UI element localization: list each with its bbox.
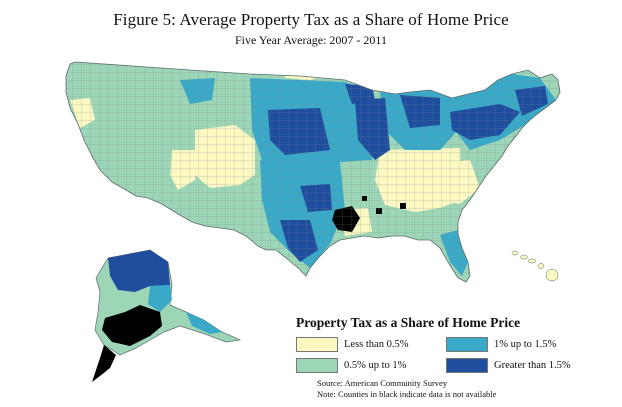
legend-label: Greater than 1.5% [494,360,571,371]
legend-swatch [296,337,338,352]
legend-label: 1% up to 1.5% [494,339,557,350]
legend-swatch [446,337,488,352]
legend-label: 0.5% up to 1% [344,360,407,371]
legend-label: Less than 0.5% [344,339,409,350]
note-line: Note: Counties in black indicate data is… [317,389,497,399]
source-line: Source: American Community Survey [317,378,448,388]
legend-item-0.5-to-1: 0.5% up to 1% [296,358,446,373]
legend-swatch [446,358,488,373]
legend-swatch [296,358,338,373]
legend-title: Property Tax as a Share of Home Price [296,315,521,330]
figure-subtitle: Five Year Average: 2007 - 2011 [235,33,387,47]
figure-title: Figure 5: Average Property Tax as a Shar… [113,10,509,29]
legend-item-1-to-1.5: 1% up to 1.5% [446,337,596,352]
legend-item-greater-than-1.5: Greater than 1.5% [446,358,596,373]
legend-item-less-than-0.5: Less than 0.5% [296,337,446,352]
map-legend: Property Tax as a Share of Home Price Le… [296,315,596,373]
alaska-map [92,249,242,382]
source-note: Source: American Community Survey Note: … [317,378,496,400]
hawaii-map [511,250,559,282]
